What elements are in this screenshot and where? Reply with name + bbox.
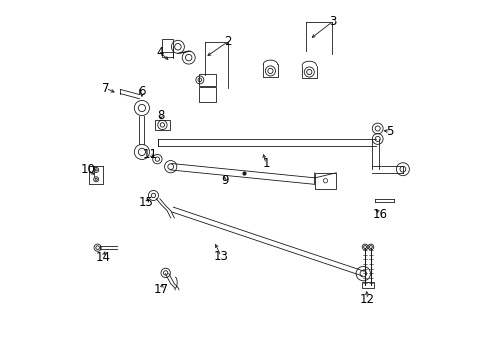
Text: 14: 14 <box>96 251 111 264</box>
Text: 12: 12 <box>359 293 374 306</box>
Text: 2: 2 <box>224 35 232 48</box>
Text: 11: 11 <box>142 148 157 161</box>
Text: 4: 4 <box>156 46 163 59</box>
Text: 9: 9 <box>221 174 228 186</box>
Text: 13: 13 <box>213 250 228 263</box>
Text: 3: 3 <box>328 15 336 28</box>
Bar <box>314 173 336 189</box>
Bar <box>199 74 215 86</box>
Text: 16: 16 <box>372 208 387 221</box>
Text: 5: 5 <box>386 125 393 138</box>
Bar <box>155 120 170 130</box>
Text: 17: 17 <box>153 283 168 296</box>
Text: 1: 1 <box>262 157 269 170</box>
Bar <box>361 282 374 288</box>
Text: 10: 10 <box>81 163 95 176</box>
Text: 7: 7 <box>102 82 109 95</box>
Text: 15: 15 <box>139 196 154 209</box>
Bar <box>199 87 215 102</box>
Bar <box>162 39 172 57</box>
Text: 6: 6 <box>138 85 145 98</box>
Text: 8: 8 <box>157 109 164 122</box>
